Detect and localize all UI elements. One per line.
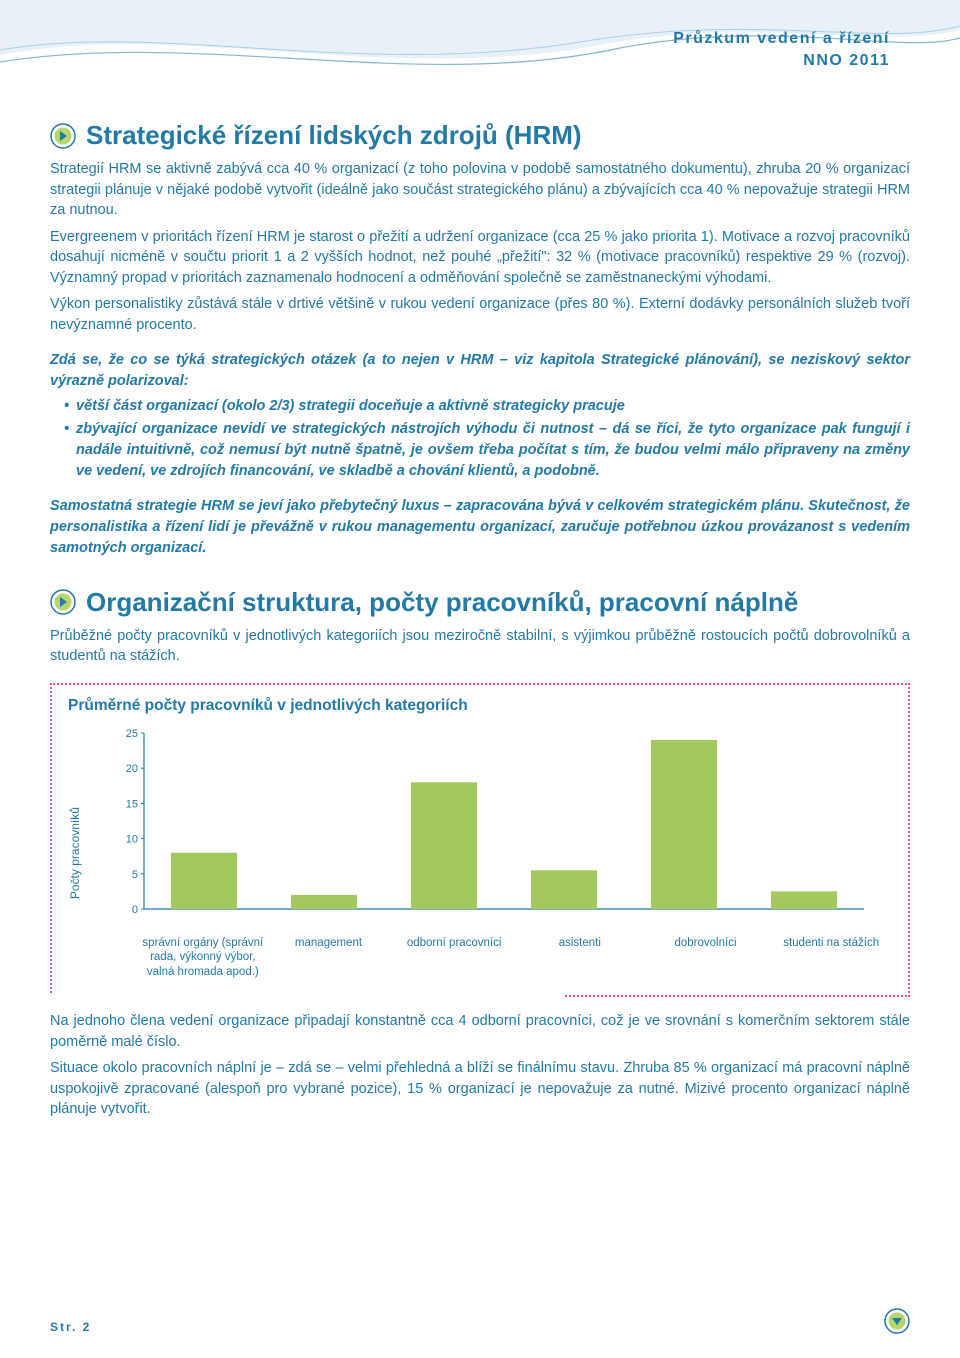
section-2-heading: Organizační struktura, počty pracovníků,… (50, 587, 910, 618)
section-1-emphasis: Zdá se, že co se týká strategických otáz… (50, 350, 910, 482)
chart-xlabel: management (268, 936, 390, 979)
emph-list: větší část organizací (okolo 2/3) strate… (50, 396, 910, 482)
banner-title: Průzkum vedení a řízení NNO 2011 (673, 28, 890, 71)
chart-body: Počty pracovníků 0 5 10 15 20 25 správní orgá… (68, 727, 892, 979)
arrow-down-icon (884, 1308, 910, 1334)
svg-text:10: 10 (126, 834, 138, 846)
chart-title: Průměrné počty pracovníků v jednotlivých… (68, 697, 892, 715)
chart-xlabel: dobrovolníci (645, 936, 767, 979)
emph-li-1: větší část organizací (okolo 2/3) strate… (64, 396, 910, 417)
svg-text:5: 5 (132, 869, 138, 881)
document-page: Průzkum vedení a řízení NNO 2011 Strateg… (0, 0, 960, 1358)
emph-intro: Zdá se, že co se týká strategických otáz… (50, 350, 910, 392)
chart-xlabel: asistenti (519, 936, 641, 979)
chart-xlabels: správní orgány (správní rada, výkonný vý… (142, 936, 892, 979)
arrow-right-icon (50, 589, 76, 615)
section-2-intro: Průběžné počty pracovníků v jednotlivých… (50, 626, 910, 667)
chart-container: Průměrné počty pracovníků v jednotlivých… (50, 683, 910, 997)
svg-text:20: 20 (126, 763, 138, 775)
arrow-right-icon (50, 123, 76, 149)
section-2-outro2: Situace okolo pracovních náplní je – zdá… (50, 1058, 910, 1120)
bar-chart: 0 5 10 15 20 25 (88, 727, 892, 927)
svg-text:0: 0 (132, 904, 138, 916)
banner-line2: NNO 2011 (673, 50, 890, 72)
section-1-conclusion: Samostatná strategie HRM se jeví jako př… (50, 496, 910, 559)
section-1-heading: Strategické řízení lidských zdrojů (HRM) (50, 120, 910, 151)
section-2-title: Organizační struktura, počty pracovníků,… (86, 587, 798, 618)
section-1-p3: Výkon personalistiky zůstává stále v drt… (50, 294, 910, 335)
page-footer: Str. 2 (50, 1320, 91, 1334)
chart-plot-col: 0 5 10 15 20 25 správní orgány (správní rada,… (88, 727, 892, 979)
chart-xlabel: odborní pracovníci (393, 936, 515, 979)
chart-xlabel: studenti na stážích (770, 936, 892, 979)
banner-line1: Průzkum vedení a řízení (673, 28, 890, 50)
header-banner: Průzkum vedení a řízení NNO 2011 (0, 0, 960, 100)
svg-text:25: 25 (126, 728, 138, 740)
section-2-outro1: Na jednoho člena vedení organizace připa… (50, 1011, 910, 1052)
svg-text:15: 15 (126, 798, 138, 810)
chart-xlabel: správní orgány (správní rada, výkonný vý… (142, 936, 264, 979)
section-1-title: Strategické řízení lidských zdrojů (HRM) (86, 120, 582, 151)
emph-li-2: zbývající organizace nevidí ve strategic… (64, 419, 910, 482)
section-1-p2: Evergreenem v prioritách řízení HRM je s… (50, 227, 910, 289)
section-1-p1: Strategií HRM se aktivně zabývá cca 40 %… (50, 159, 910, 221)
chart-ylabel: Počty pracovníků (68, 727, 82, 979)
